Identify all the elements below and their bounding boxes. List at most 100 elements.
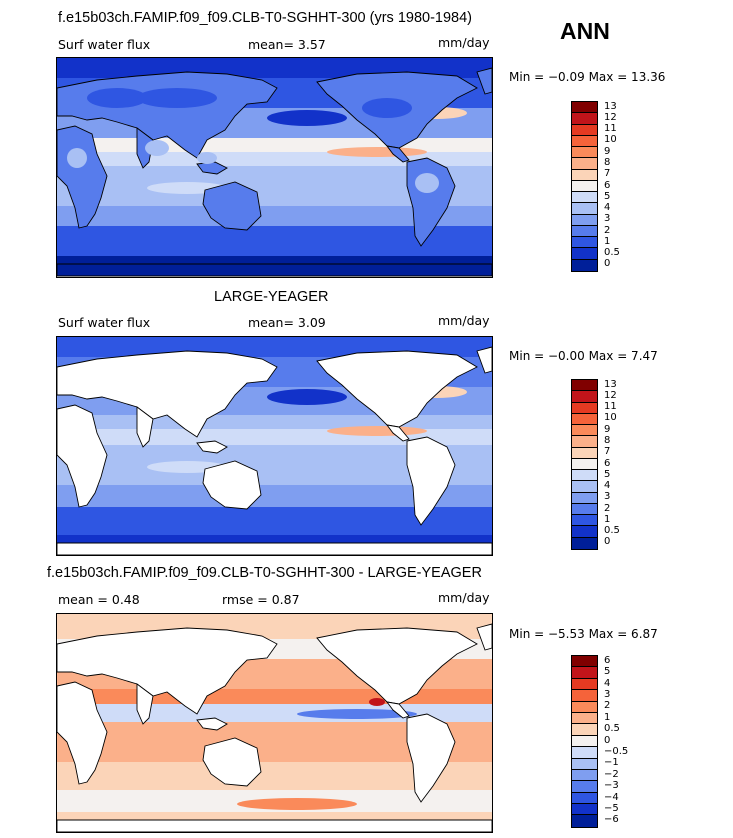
- continent-outline: [476, 623, 492, 651]
- colorbar-swatch: [572, 135, 597, 148]
- colorbar-swatch: [572, 747, 597, 759]
- land-feature: [145, 140, 169, 156]
- colorbar-swatch: [572, 124, 597, 136]
- continent-outline: [136, 406, 154, 448]
- panel-2-units-label: mm/day: [438, 313, 490, 328]
- land-feature: [415, 173, 439, 193]
- panel-1-minmax: Min = −0.09 Max = 13.36: [509, 70, 666, 84]
- colorbar-tick-label: 0: [604, 734, 611, 746]
- colorbar-tick-label: 0.5: [604, 525, 620, 537]
- panel-2-variable-label: Surf water flux: [58, 315, 151, 330]
- colorbar-swatch: [572, 481, 597, 493]
- colorbar-tick-label: 10: [604, 412, 617, 424]
- continent-outline: [406, 436, 456, 526]
- continent-outline: [476, 67, 492, 95]
- colorbar-swatch: [572, 667, 597, 679]
- colorbar-tick-label: 4: [604, 677, 611, 689]
- colorbar-swatch: [572, 237, 597, 249]
- colorbar-swatch: [572, 678, 597, 691]
- continent-outline: [385, 145, 410, 163]
- panel-3-units-label: mm/day: [438, 590, 490, 605]
- colorbar-tick-label: 6: [604, 654, 611, 666]
- panel-3-colorbar: [571, 655, 598, 828]
- colorbar-tick-label: 1: [604, 513, 611, 525]
- continent-outline: [316, 627, 478, 705]
- continent-outline: [316, 350, 478, 428]
- colorbar-tick-label: −4: [604, 791, 619, 803]
- colorbar-swatch: [572, 102, 597, 114]
- panel-2-minmax: Min = −0.00 Max = 7.47: [509, 349, 658, 363]
- colorbar-tick-label: 0.5: [604, 723, 620, 735]
- colorbar-swatch: [572, 225, 597, 238]
- panel-1-title: f.e15b03ch.FAMIP.f09_f09.CLB-T0-SGHHT-30…: [58, 10, 473, 26]
- land-feature: [362, 98, 412, 118]
- colorbar-swatch: [572, 391, 597, 403]
- land-feature: [197, 152, 217, 164]
- continent-outline: [202, 460, 262, 510]
- field-feature: [297, 709, 417, 719]
- colorbar-swatch: [572, 113, 597, 125]
- colorbar-swatch: [572, 515, 597, 527]
- season-label: ANN: [560, 18, 610, 44]
- colorbar-tick-label: −1: [604, 757, 619, 769]
- colorbar-tick-label: 5: [604, 666, 611, 678]
- colorbar-swatch: [572, 769, 597, 782]
- colorbar-swatch: [572, 656, 597, 668]
- field-feature: [267, 389, 347, 405]
- continent-outline: [57, 819, 492, 832]
- colorbar-swatch: [572, 815, 597, 827]
- colorbar-swatch: [572, 526, 597, 538]
- colorbar-tick-label: 12: [604, 111, 617, 123]
- colorbar-tick-label: 2: [604, 224, 611, 236]
- field-feature: [237, 798, 357, 810]
- land-feature: [67, 148, 87, 168]
- colorbar-swatch: [572, 413, 597, 426]
- colorbar-tick-label: −3: [604, 780, 619, 792]
- panel-2-mean-label: mean= 3.09: [248, 315, 326, 330]
- field-band: [57, 138, 492, 152]
- colorbar-swatch: [572, 259, 597, 271]
- colorbar-swatch: [572, 503, 597, 516]
- colorbar-tick-label: −5: [604, 802, 619, 814]
- colorbar-tick-label: 6: [604, 457, 611, 469]
- colorbar-swatch: [572, 781, 597, 793]
- colorbar-swatch: [572, 690, 597, 702]
- continent-outline: [57, 350, 278, 438]
- panel-3-minmax: Min = −5.53 Max = 6.87: [509, 627, 658, 641]
- field-band: [57, 206, 492, 226]
- colorbar-swatch: [572, 425, 597, 437]
- colorbar-tick-label: 9: [604, 423, 611, 435]
- continent-outline: [385, 424, 410, 442]
- continent-outline: [57, 404, 108, 508]
- colorbar-swatch: [572, 735, 597, 748]
- colorbar-tick-label: 4: [604, 202, 611, 214]
- panel-1-colorbar: [571, 101, 598, 272]
- continent-outline: [196, 717, 228, 731]
- colorbar-tick-label: 6: [604, 179, 611, 191]
- colorbar-tick-label: 0.5: [604, 247, 620, 259]
- colorbar-swatch: [572, 792, 597, 805]
- field-band: [57, 485, 492, 507]
- field-feature: [327, 147, 427, 157]
- colorbar-swatch: [572, 470, 597, 482]
- colorbar-tick-label: 8: [604, 434, 611, 446]
- colorbar-swatch: [572, 537, 597, 549]
- colorbar-tick-label: 0: [604, 258, 611, 270]
- panel-3-title: f.e15b03ch.FAMIP.f09_f09.CLB-T0-SGHHT-30…: [47, 565, 482, 581]
- colorbar-tick-label: 3: [604, 213, 611, 225]
- field-feature: [267, 110, 347, 126]
- colorbar-tick-label: 1: [604, 711, 611, 723]
- colorbar-tick-label: 13: [604, 378, 617, 390]
- colorbar-tick-label: 9: [604, 145, 611, 157]
- colorbar-tick-label: 10: [604, 134, 617, 146]
- continent-outline: [406, 713, 456, 803]
- continent-outline: [57, 542, 492, 555]
- panel-1-units-label: mm/day: [438, 35, 490, 50]
- colorbar-swatch: [572, 758, 597, 770]
- panel-3-map: [56, 613, 493, 833]
- panel-1-mean-label: mean= 3.57: [248, 37, 326, 52]
- colorbar-tick-label: 2: [604, 502, 611, 514]
- continent-outline: [476, 346, 492, 374]
- panel-2-colorbar: [571, 379, 598, 550]
- colorbar-tick-label: 11: [604, 123, 617, 135]
